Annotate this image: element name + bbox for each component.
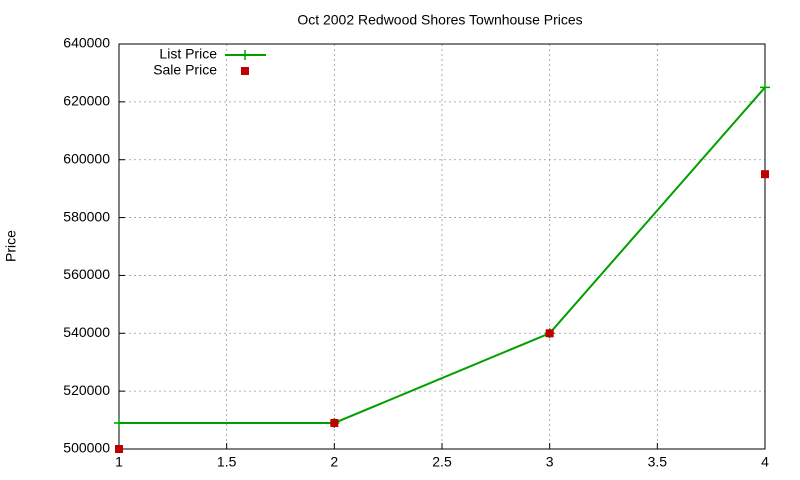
x-tick-label: 1 xyxy=(115,454,123,470)
y-tick-label: 620000 xyxy=(63,93,110,109)
legend-marker xyxy=(240,50,250,60)
y-tick-label: 520000 xyxy=(63,382,110,398)
plot-frame xyxy=(118,43,766,450)
y-tick-label: 580000 xyxy=(63,208,110,224)
legend-marker xyxy=(241,67,249,75)
x-tick-label: 1.5 xyxy=(217,454,237,470)
x-tick-label: 2 xyxy=(330,454,338,470)
data-point xyxy=(545,329,554,338)
data-point xyxy=(761,170,769,179)
y-axis-label: Price xyxy=(3,230,19,262)
legend-label: List Price xyxy=(159,46,217,62)
data-point xyxy=(115,445,123,453)
data-point xyxy=(114,417,124,428)
data-point xyxy=(330,418,339,427)
chart-title: Oct 2002 Redwood Shores Townhouse Prices xyxy=(297,12,582,28)
x-tick-label: 3 xyxy=(546,454,554,470)
y-tick-label: 540000 xyxy=(63,324,110,340)
y-tick-label: 640000 xyxy=(63,35,110,51)
legend-label: Sale Price xyxy=(153,62,217,78)
series-line xyxy=(119,86,766,424)
y-tick-label: 500000 xyxy=(63,440,110,456)
y-tick-label: 600000 xyxy=(63,150,110,166)
data-point xyxy=(760,82,770,93)
y-tick-label: 560000 xyxy=(63,266,110,282)
x-tick-label: 3.5 xyxy=(648,454,668,470)
x-tick-label: 4 xyxy=(761,454,769,470)
x-tick-label: 2.5 xyxy=(432,454,452,470)
